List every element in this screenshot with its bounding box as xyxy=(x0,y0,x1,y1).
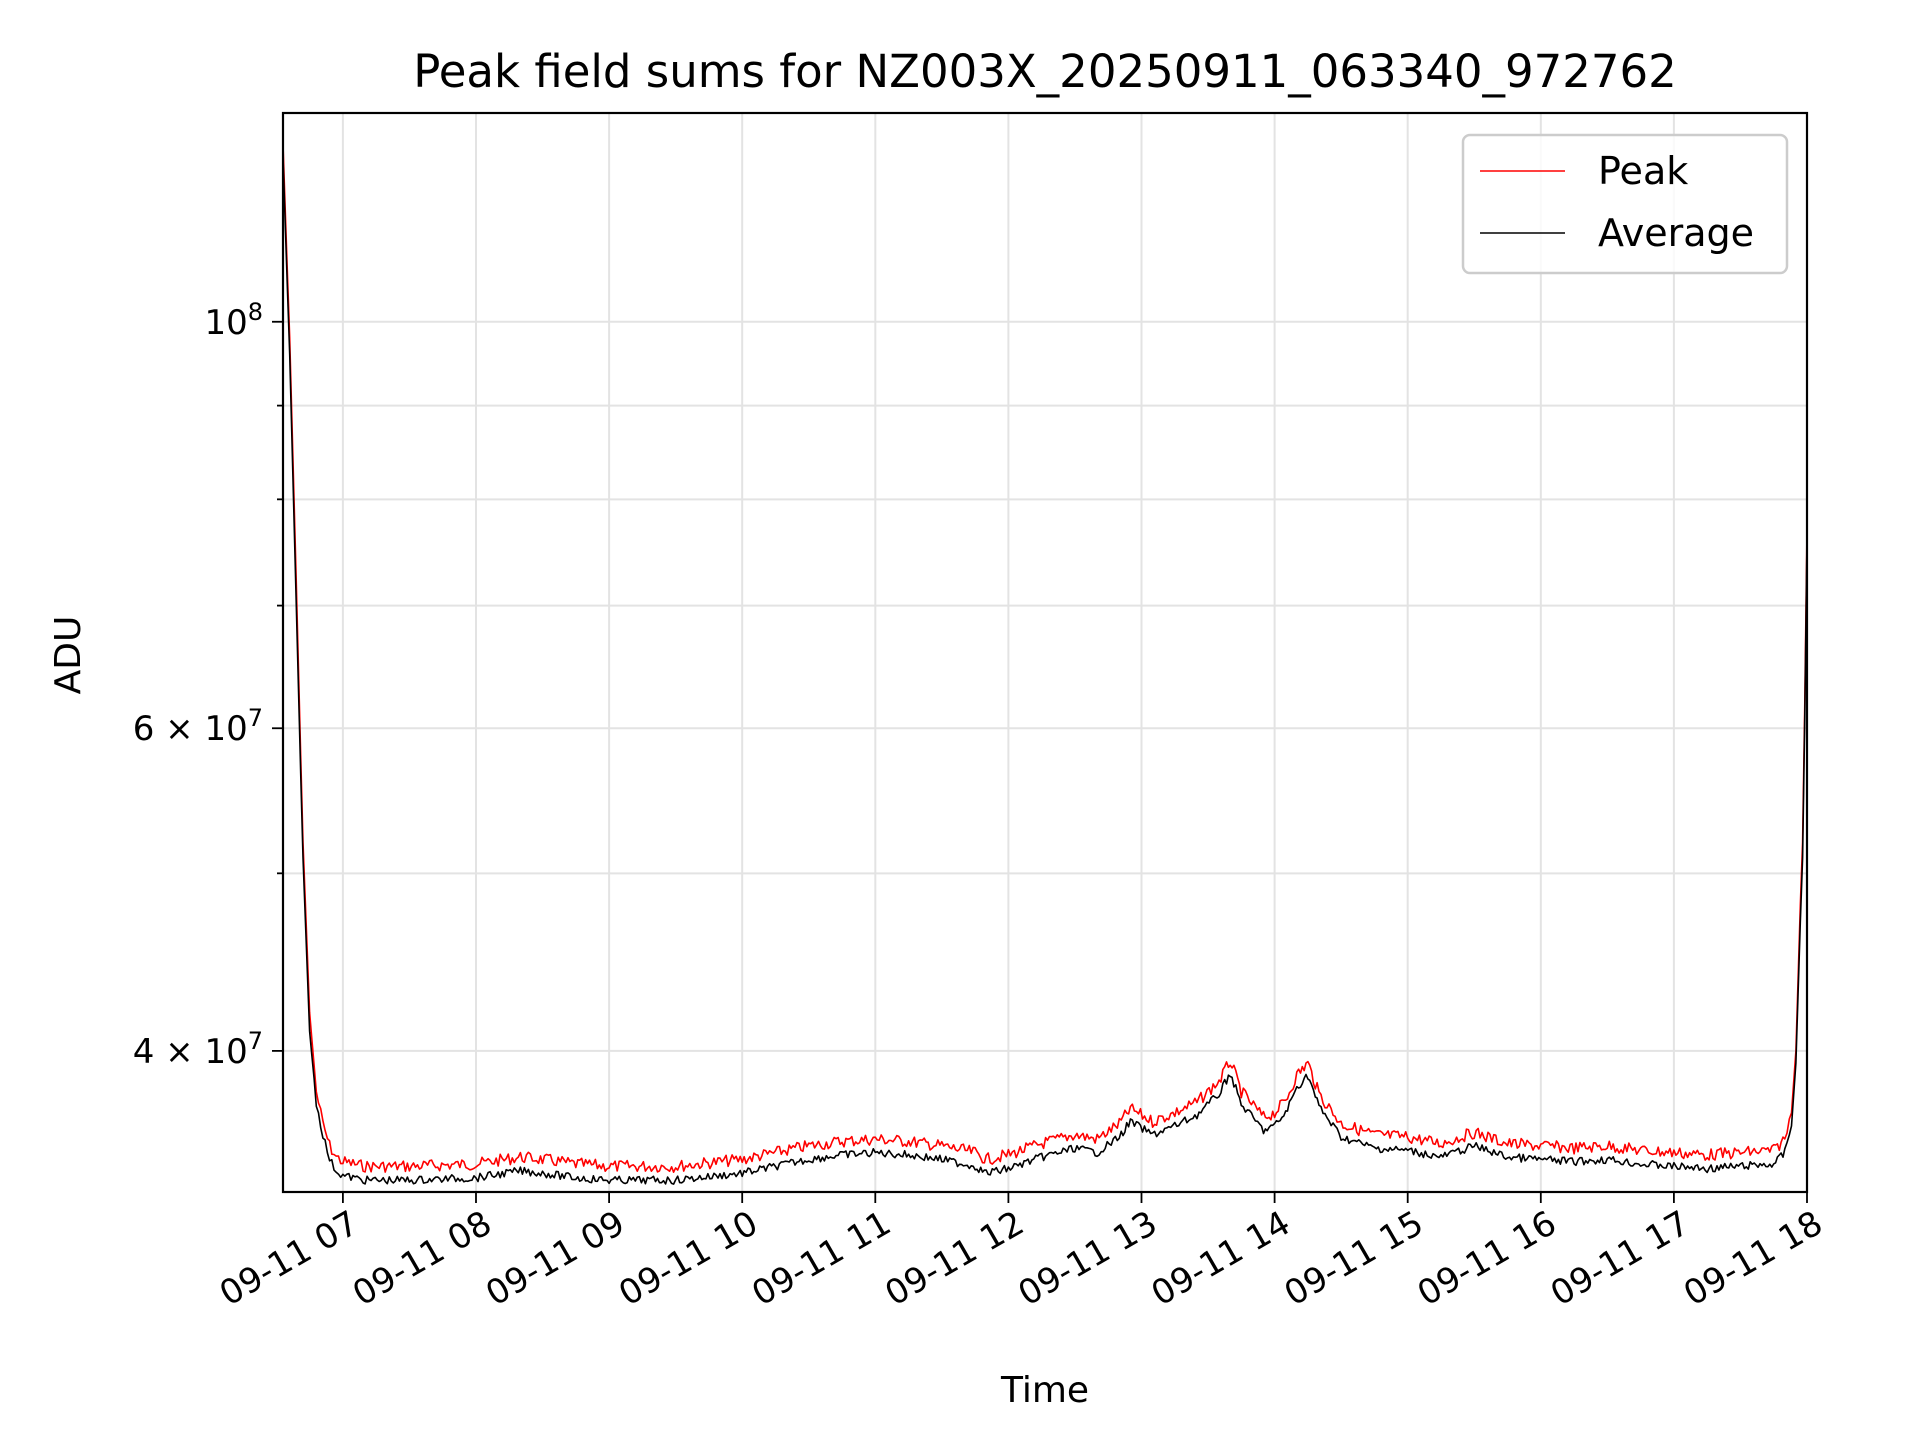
y-axis-label: ADU xyxy=(48,616,89,695)
x-axis-label: Time xyxy=(1000,1370,1089,1411)
series-line-average xyxy=(282,156,1808,1185)
y-tick-label: 4 × 107 xyxy=(133,1027,263,1072)
plot-frame xyxy=(281,111,1809,1194)
legend: Peak Average xyxy=(1461,133,1789,275)
series-layer xyxy=(282,144,1808,1185)
legend-label-average: Average xyxy=(1598,211,1754,255)
y-tick-label: 108 xyxy=(204,298,263,343)
y-tick-label: 6 × 107 xyxy=(133,704,263,749)
series-line-peak xyxy=(282,144,1808,1173)
grid xyxy=(283,113,1808,1192)
legend-box xyxy=(1461,133,1789,275)
chart-title: Peak field sums for NZ003X_20250911_0633… xyxy=(413,45,1677,98)
legend-label-peak: Peak xyxy=(1598,149,1688,193)
